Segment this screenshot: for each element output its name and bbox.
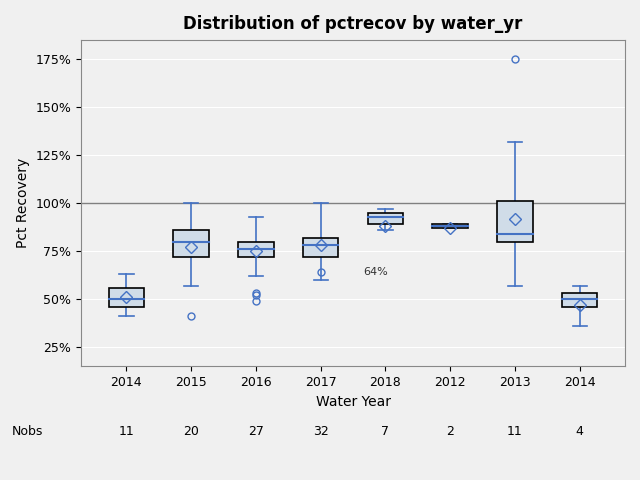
Bar — [303, 238, 339, 257]
Y-axis label: Pct Recovery: Pct Recovery — [16, 158, 30, 248]
Bar — [367, 213, 403, 224]
Bar — [109, 288, 144, 307]
Bar — [497, 201, 532, 241]
Text: 11: 11 — [507, 425, 523, 438]
Bar — [173, 230, 209, 257]
Bar — [238, 241, 274, 257]
Text: 32: 32 — [313, 425, 328, 438]
Text: 4: 4 — [576, 425, 584, 438]
Text: 2: 2 — [446, 425, 454, 438]
Text: 11: 11 — [118, 425, 134, 438]
Text: 7: 7 — [381, 425, 389, 438]
Text: 20: 20 — [183, 425, 199, 438]
Text: 64%: 64% — [363, 267, 387, 277]
Text: 27: 27 — [248, 425, 264, 438]
Text: Nobs: Nobs — [12, 425, 43, 438]
Bar — [562, 293, 598, 307]
Bar — [433, 224, 468, 228]
Title: Distribution of pctrecov by water_yr: Distribution of pctrecov by water_yr — [183, 15, 523, 33]
X-axis label: Water Year: Water Year — [316, 395, 390, 408]
